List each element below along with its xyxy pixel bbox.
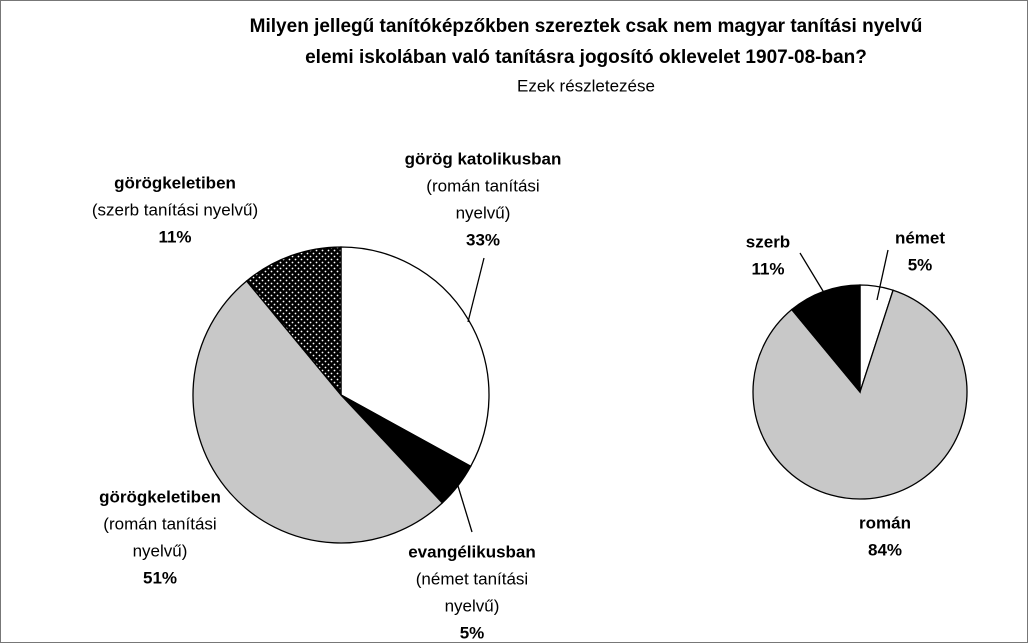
slice-label: szerb xyxy=(746,232,790,251)
slice-label: evangélikusban xyxy=(408,542,536,561)
slice-description: (szerb tanítási nyelvű) xyxy=(92,200,258,219)
chart-title: elemi iskolában való tanításra jogosító … xyxy=(305,47,867,68)
value-label: 11% xyxy=(158,227,191,246)
slice-description: nyelvű) xyxy=(133,541,188,560)
leader-line xyxy=(876,249,889,301)
value-label: 5% xyxy=(908,255,933,274)
slice-description: nyelvű) xyxy=(456,203,511,222)
slice-label: német xyxy=(895,228,945,247)
leader-line xyxy=(467,257,485,323)
value-label: 51% xyxy=(143,568,177,587)
slice-description: (német tanítási xyxy=(416,569,528,588)
slice-label: görög katolikusban xyxy=(405,149,562,168)
pie-slice xyxy=(192,280,444,544)
pie-slice xyxy=(752,289,968,500)
slice-label: román xyxy=(859,513,911,532)
leader-line xyxy=(457,485,473,533)
slice-label: görögkeletiben xyxy=(114,173,236,192)
value-label: 84% xyxy=(868,540,902,559)
chart-subtitle: Ezek részletezése xyxy=(517,76,655,95)
leader-line xyxy=(799,252,827,297)
chart-title: Milyen jellegű tanítóképzőkben szereztek… xyxy=(250,16,923,37)
value-label: 33% xyxy=(466,230,500,249)
slice-label: görögkeletiben xyxy=(99,487,221,506)
value-label: 11% xyxy=(751,259,784,278)
slice-description: nyelvű) xyxy=(445,596,500,615)
slice-description: (román tanítási xyxy=(426,176,539,195)
value-label: 5% xyxy=(460,623,485,642)
slice-description: (román tanítási xyxy=(103,514,216,533)
pie-slice xyxy=(245,246,342,397)
